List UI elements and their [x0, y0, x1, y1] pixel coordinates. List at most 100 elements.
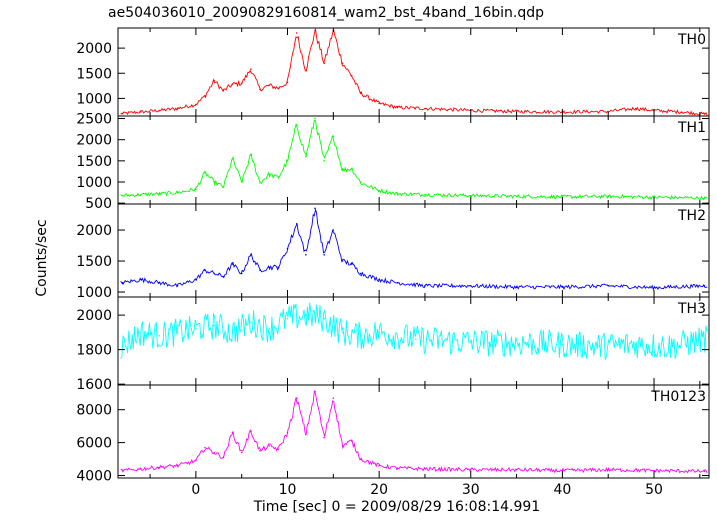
data-point: [378, 464, 380, 467]
data-point: [259, 88, 261, 91]
data-point: [277, 448, 280, 451]
data-point: [222, 186, 225, 188]
data-point: [396, 193, 399, 195]
x-axis-label: Time [sec] 0 = 2009/08/29 16:08:14.991: [253, 499, 540, 515]
data-point: [378, 102, 380, 105]
data-point: [250, 430, 252, 432]
data-point: [204, 446, 206, 449]
data-point: [350, 263, 353, 265]
y-tick-label: 2000: [76, 133, 112, 149]
panel-frame: [117, 27, 710, 117]
data-point: [277, 266, 280, 269]
data-point: [268, 266, 271, 269]
data-point: [515, 110, 518, 113]
data-point: [607, 110, 609, 113]
data-point: [323, 317, 326, 320]
data-point: [314, 207, 316, 210]
panel-frame: [117, 296, 710, 386]
data-point: [250, 68, 252, 70]
panel-th0123: 4000 6000 8000 TH0123: [76, 384, 710, 485]
data-point: [295, 32, 298, 34]
data-point: [451, 340, 454, 342]
panel-th3: 1600 1800 2000 TH3: [76, 296, 710, 393]
data-point: [259, 450, 261, 452]
data-point: [231, 331, 234, 334]
data-point: [231, 263, 234, 265]
data-point: [703, 470, 706, 473]
data-point: [341, 331, 344, 334]
data-point: [268, 445, 271, 447]
data-point: [515, 469, 518, 471]
series-line-th3: [120, 302, 708, 361]
data-point: [277, 177, 280, 179]
data-point: [213, 80, 215, 82]
data-point: [424, 107, 426, 110]
data-point: [396, 106, 399, 109]
data-point: [671, 345, 674, 348]
data-point: [286, 81, 289, 84]
y-tick-label: 2000: [76, 41, 112, 57]
data-point: [286, 247, 289, 250]
data-point: [195, 103, 197, 106]
data-point: [176, 191, 179, 194]
data-point: [323, 62, 326, 64]
chart-title: ae504036010_20090829160814_wam2_bst_4ban…: [108, 5, 544, 21]
data-point: [250, 321, 252, 323]
y-axis-label: Counts/sec: [34, 219, 50, 296]
data-point: [277, 87, 280, 90]
series-line-th0123: [120, 389, 708, 474]
data-point: [332, 397, 335, 400]
data-point: [515, 195, 518, 198]
data-point: [250, 254, 252, 256]
data-point: [140, 331, 142, 334]
data-point: [158, 193, 160, 195]
data-point: [341, 445, 344, 447]
x-tick-label: 10: [279, 482, 297, 498]
data-point: [360, 272, 362, 275]
x-tick-label: 20: [370, 482, 388, 498]
data-point: [332, 229, 335, 231]
series-line-th1: [120, 119, 708, 201]
data-point: [360, 335, 362, 337]
data-point: [323, 254, 326, 256]
data-point: [195, 278, 197, 281]
data-point: [176, 107, 179, 110]
data-point: [213, 272, 215, 275]
data-point: [176, 464, 179, 467]
data-point: [415, 338, 417, 341]
data-point: [250, 154, 252, 156]
data-point: [222, 275, 225, 278]
data-point: [378, 331, 380, 334]
data-point: [305, 155, 307, 158]
data-point: [524, 341, 527, 344]
data-point: [259, 182, 261, 184]
data-point: [350, 167, 353, 170]
data-point: [240, 451, 243, 454]
data-point: [140, 278, 142, 281]
data-point: [607, 285, 609, 287]
data-point: [680, 111, 683, 113]
data-point: [314, 117, 316, 120]
data-point: [598, 345, 600, 348]
x-tick-label: 50: [645, 482, 663, 498]
y-tick-label: 2000: [76, 223, 112, 239]
data-point: [470, 194, 472, 197]
y-tick-label: 4000: [76, 469, 112, 485]
data-point: [396, 281, 399, 284]
data-point: [158, 335, 160, 337]
data-point: [295, 223, 298, 225]
data-point: [295, 397, 298, 400]
data-point: [286, 431, 289, 434]
panel-th2: 1000 1500 2000 TH2: [76, 203, 710, 301]
data-point: [360, 182, 362, 184]
data-point: [424, 193, 426, 196]
data-point: [158, 466, 160, 469]
y-tick-label: 2500: [76, 112, 112, 128]
data-point: [703, 197, 706, 199]
panels-group: 100015002000TH05001000150020002500TH1100…: [76, 27, 710, 498]
data-point: [268, 328, 271, 330]
data-point: [231, 431, 234, 434]
data-point: [332, 135, 335, 138]
data-point: [231, 83, 234, 86]
